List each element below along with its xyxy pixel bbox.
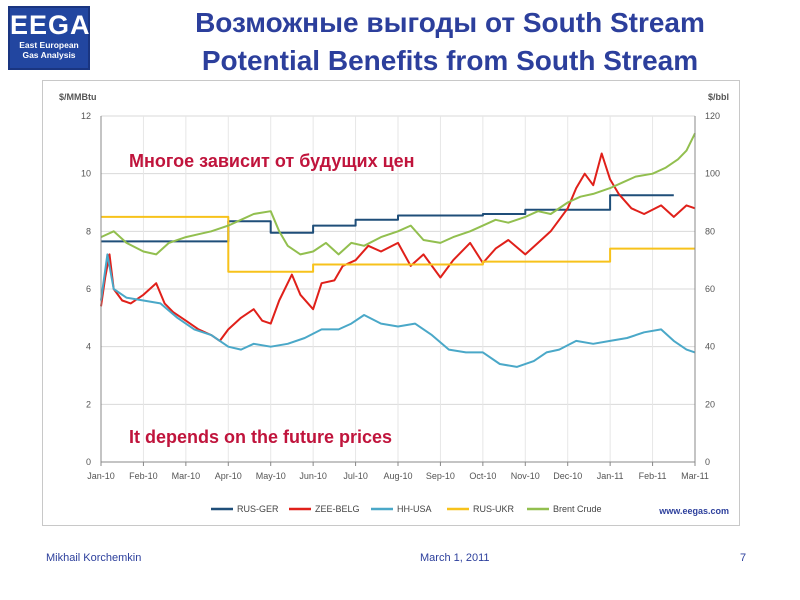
annotation-en: It depends on the future prices (129, 427, 392, 447)
y-tick-label: 10 (81, 169, 91, 179)
y-tick-label: 8 (86, 226, 91, 236)
y2-tick-label: 60 (705, 284, 715, 294)
footer-author: Mikhail Korchemkin (46, 552, 142, 564)
slide-title-ru: Возможные выгоды от South Stream (195, 7, 705, 38)
y-tick-label: 0 (86, 457, 91, 467)
x-tick-label: Dec-10 (553, 471, 582, 481)
series-line-rus-ukr (101, 215, 695, 273)
legend-label-hh-usa: HH-USA (397, 504, 432, 514)
logo-line1: East European (19, 40, 79, 50)
x-tick-label: Oct-10 (469, 471, 496, 481)
x-tick-label: Jul-10 (343, 471, 368, 481)
y2-tick-label: 120 (705, 111, 720, 121)
x-tick-label: May-10 (256, 471, 286, 481)
price-chart: 0 0 2 20 4 40 6 60 8 80 10 100 12 120 Jan-10 Feb-10 Mar-… (59, 92, 729, 516)
series-line-brent-crude (100, 132, 696, 256)
legend-label-rus-ger: RUS-GER (237, 504, 279, 514)
y-tick-label: 6 (86, 284, 91, 294)
footer-date: March 1, 2011 (420, 552, 490, 564)
x-tick-label: Feb-10 (129, 471, 158, 481)
logo-line2: Gas Analysis (22, 50, 76, 60)
y-tick-label: 12 (81, 111, 91, 121)
slide-title-en: Potential Benefits from South Stream (201, 45, 699, 76)
x-tick-label: Mar-11 (681, 471, 709, 481)
legend-label-zee-belg: ZEE-BELG (315, 504, 360, 514)
y2-tick-label: 0 (705, 457, 710, 467)
footer-page-number: 7 (740, 552, 747, 564)
x-tick-label: Mar-10 (172, 471, 201, 481)
y2-tick-label: 100 (705, 169, 720, 179)
annotation-ru: Многое зависит от будущих цен (129, 151, 415, 171)
chart-watermark: www.eegas.com (658, 506, 729, 516)
series-line-rus-ger (101, 194, 674, 243)
x-tick-label: Apr-10 (215, 471, 242, 481)
y2-tick-label: 80 (705, 226, 715, 236)
chart-frame: 0 0 2 20 4 40 6 60 8 80 10 100 12 120 Jan-10 Feb-10 Mar-… (42, 80, 740, 526)
x-tick-label: Aug-10 (383, 471, 412, 481)
y2-tick-label: 40 (705, 342, 715, 352)
y2-tick-label: 20 (705, 399, 715, 409)
logo-letters: EEGA (10, 10, 91, 40)
x-tick-label: Feb-11 (639, 471, 667, 481)
y2-axis-label: $/bbl (708, 92, 729, 102)
series-line-hh-usa (100, 253, 696, 368)
legend-label-rus-ukr: RUS-UKR (473, 504, 515, 514)
y-tick-label: 2 (86, 399, 91, 409)
series-line-zee-belg (100, 152, 696, 342)
x-tick-label: Nov-10 (511, 471, 540, 481)
x-tick-label: Jan-11 (597, 471, 624, 481)
y-tick-label: 4 (86, 342, 91, 352)
y-axis-label: $/MMBtu (59, 92, 97, 102)
x-tick-label: Sep-10 (426, 471, 455, 481)
legend-label-brent-crude: Brent Crude (553, 504, 602, 514)
eega-logo: EEGA East European Gas Analysis (8, 6, 90, 70)
x-tick-label: Jun-10 (299, 471, 327, 481)
x-tick-label: Jan-10 (87, 471, 115, 481)
